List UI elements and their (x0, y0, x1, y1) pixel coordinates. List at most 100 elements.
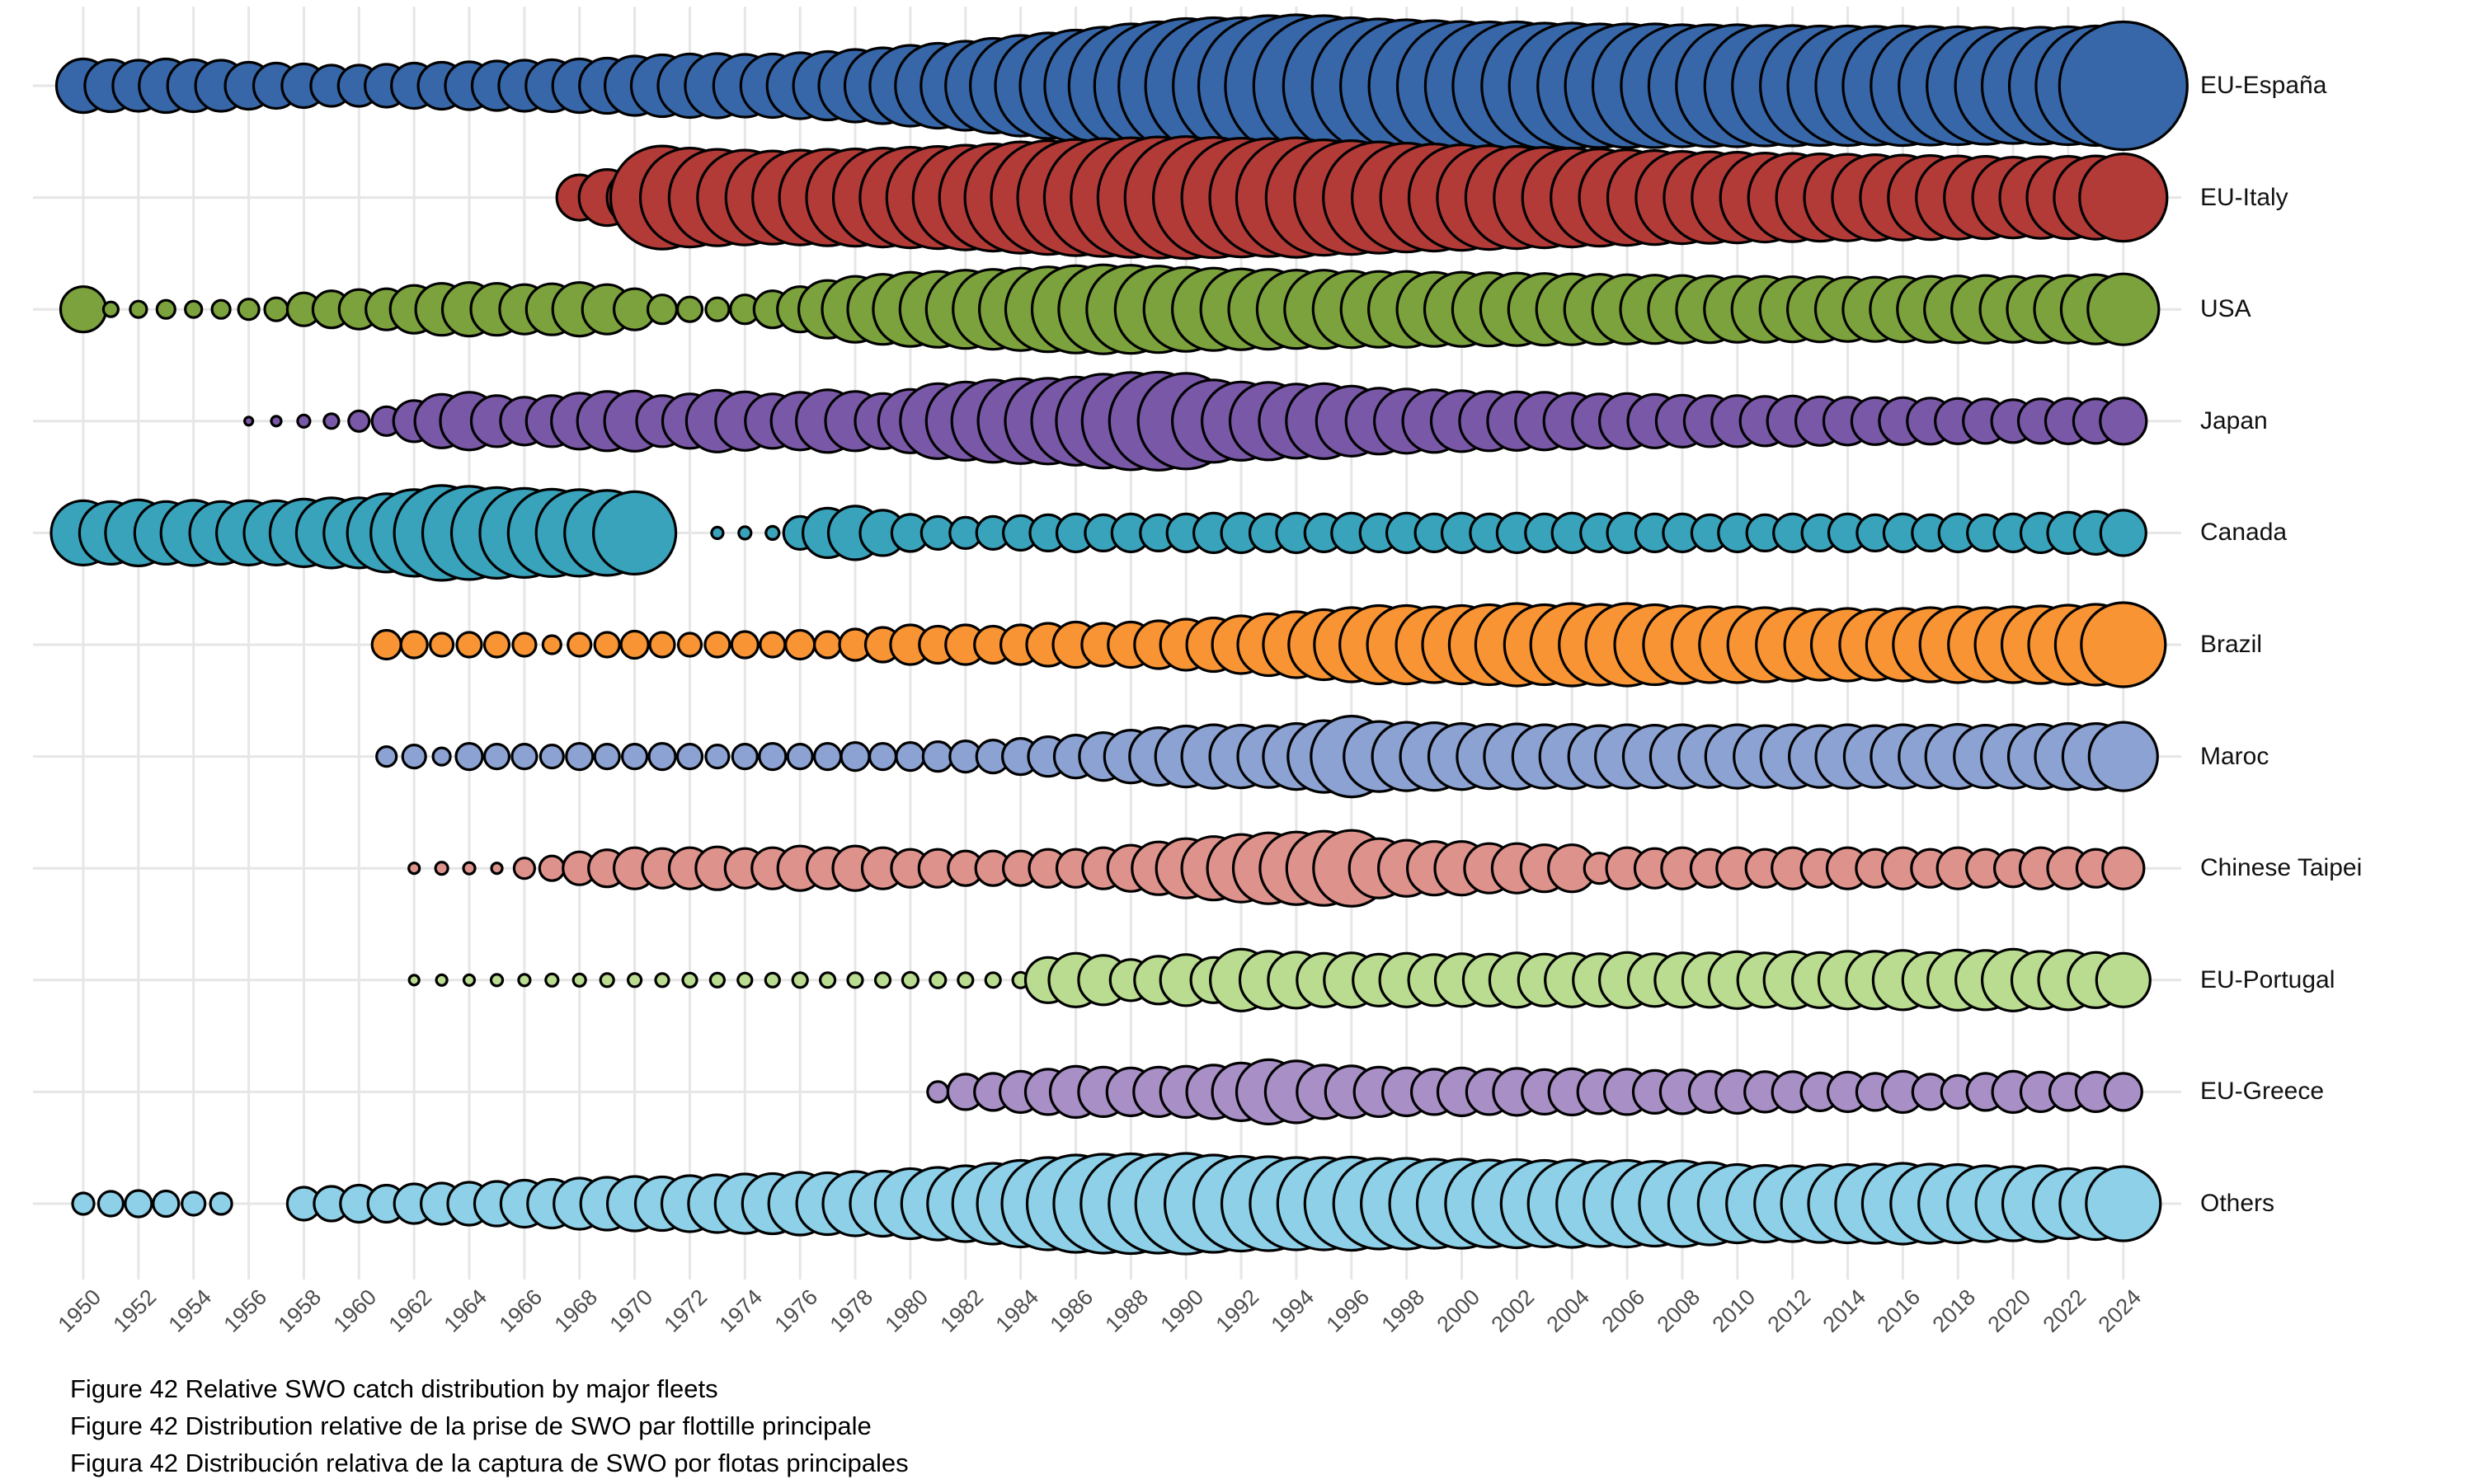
bubble-brazil-1961 (370, 628, 402, 661)
bubble-usa-1950 (59, 285, 108, 334)
fleet-series-chinese-taipei (407, 829, 2146, 908)
bubble-others-1950 (71, 1191, 96, 1216)
bubble-eu-portugal-1975 (764, 971, 781, 989)
axis-tick-marks (82, 1268, 2125, 1280)
bubble-eu-portugal-1972 (681, 971, 698, 989)
bubble-maroc-1973 (704, 743, 731, 770)
bubble-brazil-1968 (567, 632, 593, 658)
bubble-eu-portugal-1966 (517, 973, 532, 988)
bubble-canada-1973 (710, 525, 725, 541)
bubble-eu-portugal-1977 (818, 971, 837, 989)
bubble-eu-portugal-1978 (846, 971, 864, 989)
bubble-eu-espa-a-2024 (2058, 20, 2189, 152)
fleet-series-usa (59, 263, 2161, 355)
row-label-maroc: Maroc (2200, 742, 2269, 770)
bubble-usa-1955 (210, 298, 232, 320)
bubble-eu-portugal-2024 (2095, 951, 2152, 1008)
bubble-maroc-1966 (510, 742, 539, 771)
bubble-brazil-2024 (2080, 601, 2167, 688)
bubble-maroc-1978 (840, 740, 871, 773)
bubble-usa-1972 (675, 295, 704, 323)
bubble-eu-portugal-1982 (957, 971, 975, 989)
bubble-brazil-1972 (676, 632, 703, 658)
bubble-japan-1958 (296, 413, 312, 429)
bubble-canada-1974 (737, 525, 753, 541)
bubble-maroc-1968 (565, 741, 595, 772)
bubble-others-1954 (181, 1190, 207, 1217)
bubble-brazil-1976 (784, 628, 816, 661)
bubble-maroc-1967 (539, 743, 565, 770)
bubble-maroc-1980 (895, 740, 926, 773)
bubble-eu-portugal-1979 (873, 971, 892, 989)
bubble-japan-1957 (270, 415, 283, 428)
bubble-maroc-1974 (731, 742, 759, 771)
bubble-japan-1960 (347, 409, 371, 433)
fleet-series-maroc (375, 714, 2159, 799)
bubble-eu-italy-2024 (2078, 153, 2169, 243)
bubble-eu-portugal-1976 (791, 971, 809, 989)
bubble-maroc-1970 (620, 742, 649, 771)
bubble-maroc-1964 (454, 741, 484, 772)
bubble-eu-portugal-1973 (708, 971, 727, 989)
bubble-maroc-1962 (401, 743, 427, 770)
bubble-eu-portugal-1981 (929, 970, 948, 989)
bubble-maroc-1975 (758, 741, 788, 772)
fleet-series-japan (243, 370, 2148, 472)
fleet-series-eu-portugal (407, 947, 2152, 1012)
bubble-maroc-2024 (2087, 721, 2159, 792)
bubble-others-1953 (152, 1189, 181, 1219)
bubble-brazil-1974 (730, 630, 760, 660)
bubble-usa-1951 (101, 300, 120, 318)
bubble-canada-1970 (591, 490, 678, 576)
row-label-eu-greece: EU-Greece (2200, 1078, 2325, 1106)
row-label-others: Others (2200, 1190, 2275, 1217)
row-label-eu-espa-a: EU-España (2200, 72, 2327, 99)
bubble-japan-1956 (243, 416, 255, 427)
bubble-eu-portugal-1980 (901, 970, 920, 989)
bubble-brazil-1970 (619, 629, 650, 660)
bubble-series (49, 13, 2189, 1256)
row-label-japan: Japan (2200, 406, 2268, 434)
bubble-brazil-1969 (593, 631, 621, 659)
bubble-chinese-taipei-1962 (407, 862, 421, 876)
fleet-series-eu-greece (926, 1058, 2143, 1126)
row-label-brazil: Brazil (2200, 631, 2263, 658)
bubble-usa-1973 (704, 296, 731, 322)
bubble-maroc-1963 (431, 746, 452, 767)
bubble-eu-portugal-1962 (407, 974, 421, 987)
bubble-usa-2024 (2086, 272, 2161, 346)
bubble-maroc-1981 (921, 740, 954, 773)
row-label-chinese-taipei: Chinese Taipei (2200, 854, 2363, 882)
bubble-japan-1959 (322, 412, 341, 430)
fleet-series-eu-italy (555, 135, 2169, 261)
bubble-usa-1957 (263, 296, 289, 322)
fleet-series-brazil (370, 601, 2167, 688)
bubble-usa-1954 (184, 299, 204, 319)
bubble-chinese-taipei-1965 (490, 862, 504, 876)
bubble-brazil-1973 (703, 631, 731, 659)
bubble-eu-portugal-1968 (571, 972, 587, 988)
bubble-maroc-1976 (786, 742, 814, 771)
bubble-eu-portugal-1974 (736, 971, 754, 989)
bubble-maroc-1979 (868, 741, 898, 772)
bubble-japan-2024 (2099, 397, 2148, 446)
caption-line-spanish: Figura 42 Distribución relativa de la ca… (70, 1449, 909, 1477)
bubble-brazil-1975 (759, 631, 787, 659)
bubble-others-2024 (2085, 1165, 2162, 1242)
bubble-chinese-taipei-2024 (2101, 846, 2146, 890)
bubble-eu-portugal-1967 (544, 972, 560, 988)
bubble-brazil-1964 (455, 631, 483, 659)
bubble-maroc-1965 (482, 742, 511, 771)
bubble-maroc-1969 (593, 742, 621, 771)
bubble-brazil-1967 (541, 634, 562, 655)
bubble-eu-portugal-1983 (984, 971, 1002, 989)
caption-line-english: Figure 42 Relative SWO catch distributio… (70, 1374, 718, 1403)
bubble-brazil-1971 (648, 631, 676, 659)
bubble-eu-portugal-1969 (599, 972, 615, 989)
bubble-eu-portugal-1964 (462, 973, 477, 987)
bubble-others-1955 (209, 1191, 233, 1216)
bubble-usa-1952 (129, 299, 148, 319)
bubble-eu-portugal-1965 (489, 973, 505, 988)
bubble-eu-portugal-1963 (435, 973, 449, 987)
